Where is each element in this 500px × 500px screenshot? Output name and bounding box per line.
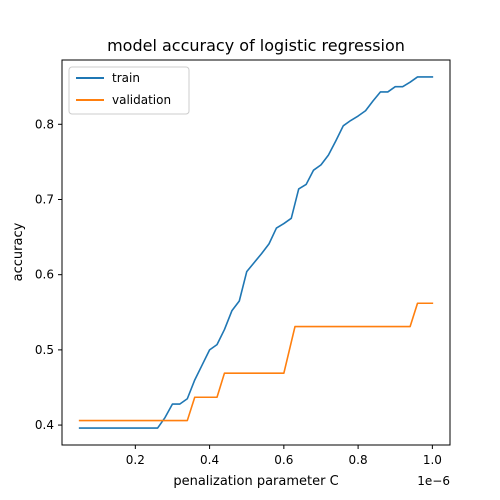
y-tick-label: 0.5 bbox=[35, 343, 54, 357]
x-tick-label: 0.8 bbox=[349, 453, 368, 467]
x-tick-label: 1.0 bbox=[423, 453, 442, 467]
y-axis-label: accuracy bbox=[11, 222, 26, 281]
y-tick-label: 0.4 bbox=[35, 418, 54, 432]
series-line-validation bbox=[78, 302, 434, 422]
legend: train validation bbox=[68, 66, 190, 115]
series-lines bbox=[78, 76, 434, 429]
legend-label-validation: validation bbox=[112, 93, 171, 107]
axis-ticks: 0.2 0.4 0.6 0.8 1.0 0.4 0.5 0.6 0.7 0.8 bbox=[35, 117, 442, 467]
x-axis-offset-label: 1e−6 bbox=[417, 474, 450, 488]
x-axis-label: penalization parameter C bbox=[173, 474, 338, 489]
plot-frame bbox=[61, 59, 451, 446]
y-tick-label: 0.8 bbox=[35, 117, 54, 131]
x-tick-label: 0.6 bbox=[274, 453, 293, 467]
x-tick-label: 0.4 bbox=[200, 453, 219, 467]
plot-area bbox=[62, 60, 450, 445]
legend-label-train: train bbox=[112, 71, 140, 85]
x-tick-label: 0.2 bbox=[126, 453, 145, 467]
y-tick-label: 0.7 bbox=[35, 192, 54, 206]
series-line-train bbox=[78, 76, 434, 429]
chart-title: model accuracy of logistic regression bbox=[107, 36, 405, 55]
y-tick-label: 0.6 bbox=[35, 268, 54, 282]
